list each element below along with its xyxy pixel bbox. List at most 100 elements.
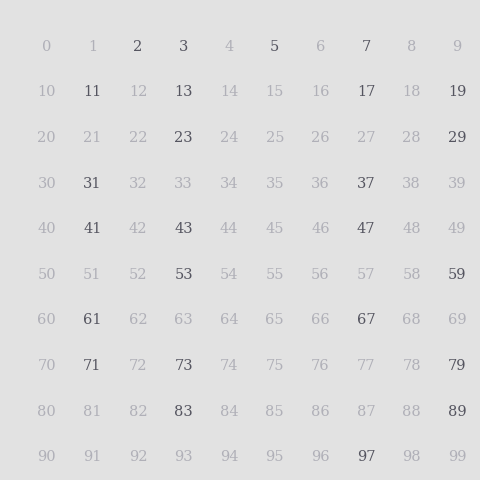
Text: 42: 42 — [129, 222, 147, 236]
Text: 94: 94 — [220, 450, 239, 464]
Text: 96: 96 — [311, 450, 330, 464]
Text: 68: 68 — [402, 313, 421, 327]
Text: 40: 40 — [37, 222, 56, 236]
Text: 64: 64 — [220, 313, 239, 327]
Text: 69: 69 — [448, 313, 467, 327]
Text: 95: 95 — [265, 450, 284, 464]
Text: 41: 41 — [83, 222, 102, 236]
Text: 1: 1 — [88, 40, 97, 54]
Text: 3: 3 — [179, 40, 188, 54]
Text: 44: 44 — [220, 222, 239, 236]
Text: 57: 57 — [357, 268, 375, 282]
Text: 82: 82 — [129, 405, 147, 419]
Text: 62: 62 — [129, 313, 147, 327]
Text: 54: 54 — [220, 268, 239, 282]
Text: 15: 15 — [265, 85, 284, 99]
Text: 17: 17 — [357, 85, 375, 99]
Text: 18: 18 — [402, 85, 421, 99]
Text: 46: 46 — [311, 222, 330, 236]
Text: 52: 52 — [129, 268, 147, 282]
Text: 22: 22 — [129, 131, 147, 145]
Text: 26: 26 — [311, 131, 330, 145]
Text: 14: 14 — [220, 85, 239, 99]
Text: 61: 61 — [83, 313, 102, 327]
Text: 39: 39 — [448, 177, 467, 191]
Text: 81: 81 — [83, 405, 102, 419]
Text: 97: 97 — [357, 450, 375, 464]
Text: 2: 2 — [133, 40, 143, 54]
Text: 87: 87 — [357, 405, 375, 419]
Text: 66: 66 — [311, 313, 330, 327]
Text: 0: 0 — [42, 40, 51, 54]
Text: 91: 91 — [83, 450, 102, 464]
Text: 37: 37 — [357, 177, 375, 191]
Text: 8: 8 — [407, 40, 416, 54]
Text: 50: 50 — [37, 268, 56, 282]
Text: 58: 58 — [402, 268, 421, 282]
Text: 59: 59 — [448, 268, 467, 282]
Text: 90: 90 — [37, 450, 56, 464]
Text: 23: 23 — [174, 131, 193, 145]
Text: 36: 36 — [311, 177, 330, 191]
Text: 28: 28 — [402, 131, 421, 145]
Text: 79: 79 — [448, 359, 467, 373]
Text: 77: 77 — [357, 359, 375, 373]
Text: 72: 72 — [129, 359, 147, 373]
Text: 86: 86 — [311, 405, 330, 419]
Text: 7: 7 — [361, 40, 371, 54]
Text: 12: 12 — [129, 85, 147, 99]
Text: 51: 51 — [83, 268, 102, 282]
Text: 75: 75 — [265, 359, 284, 373]
Text: 6: 6 — [316, 40, 325, 54]
Text: 47: 47 — [357, 222, 375, 236]
Text: 25: 25 — [265, 131, 284, 145]
Text: 27: 27 — [357, 131, 375, 145]
Text: 30: 30 — [37, 177, 56, 191]
Text: 24: 24 — [220, 131, 239, 145]
Text: 35: 35 — [265, 177, 284, 191]
Text: 31: 31 — [83, 177, 102, 191]
Text: 29: 29 — [448, 131, 467, 145]
Text: 33: 33 — [174, 177, 193, 191]
Text: 65: 65 — [265, 313, 284, 327]
Text: 98: 98 — [402, 450, 421, 464]
Text: 9: 9 — [453, 40, 462, 54]
Text: 13: 13 — [174, 85, 193, 99]
Text: 73: 73 — [174, 359, 193, 373]
Text: 70: 70 — [37, 359, 56, 373]
Text: 99: 99 — [448, 450, 467, 464]
Text: 43: 43 — [174, 222, 193, 236]
Text: 84: 84 — [220, 405, 239, 419]
Text: 49: 49 — [448, 222, 467, 236]
Text: 48: 48 — [402, 222, 421, 236]
Text: 85: 85 — [265, 405, 284, 419]
Text: 55: 55 — [265, 268, 284, 282]
Text: 60: 60 — [37, 313, 56, 327]
Text: 38: 38 — [402, 177, 421, 191]
Text: 20: 20 — [37, 131, 56, 145]
Text: 32: 32 — [129, 177, 147, 191]
Text: 89: 89 — [448, 405, 467, 419]
Text: 93: 93 — [174, 450, 193, 464]
Text: 78: 78 — [402, 359, 421, 373]
Text: 88: 88 — [402, 405, 421, 419]
Text: 19: 19 — [448, 85, 467, 99]
Text: 67: 67 — [357, 313, 375, 327]
Text: 21: 21 — [83, 131, 102, 145]
Text: 74: 74 — [220, 359, 239, 373]
Text: 5: 5 — [270, 40, 279, 54]
Text: 71: 71 — [83, 359, 102, 373]
Text: 53: 53 — [174, 268, 193, 282]
Text: 63: 63 — [174, 313, 193, 327]
Text: 92: 92 — [129, 450, 147, 464]
Text: 11: 11 — [83, 85, 102, 99]
Text: 83: 83 — [174, 405, 193, 419]
Text: 16: 16 — [311, 85, 330, 99]
Text: 80: 80 — [37, 405, 56, 419]
Text: 45: 45 — [265, 222, 284, 236]
Text: 34: 34 — [220, 177, 239, 191]
Text: 76: 76 — [311, 359, 330, 373]
Text: 56: 56 — [311, 268, 330, 282]
Text: 4: 4 — [225, 40, 234, 54]
Text: 10: 10 — [37, 85, 56, 99]
